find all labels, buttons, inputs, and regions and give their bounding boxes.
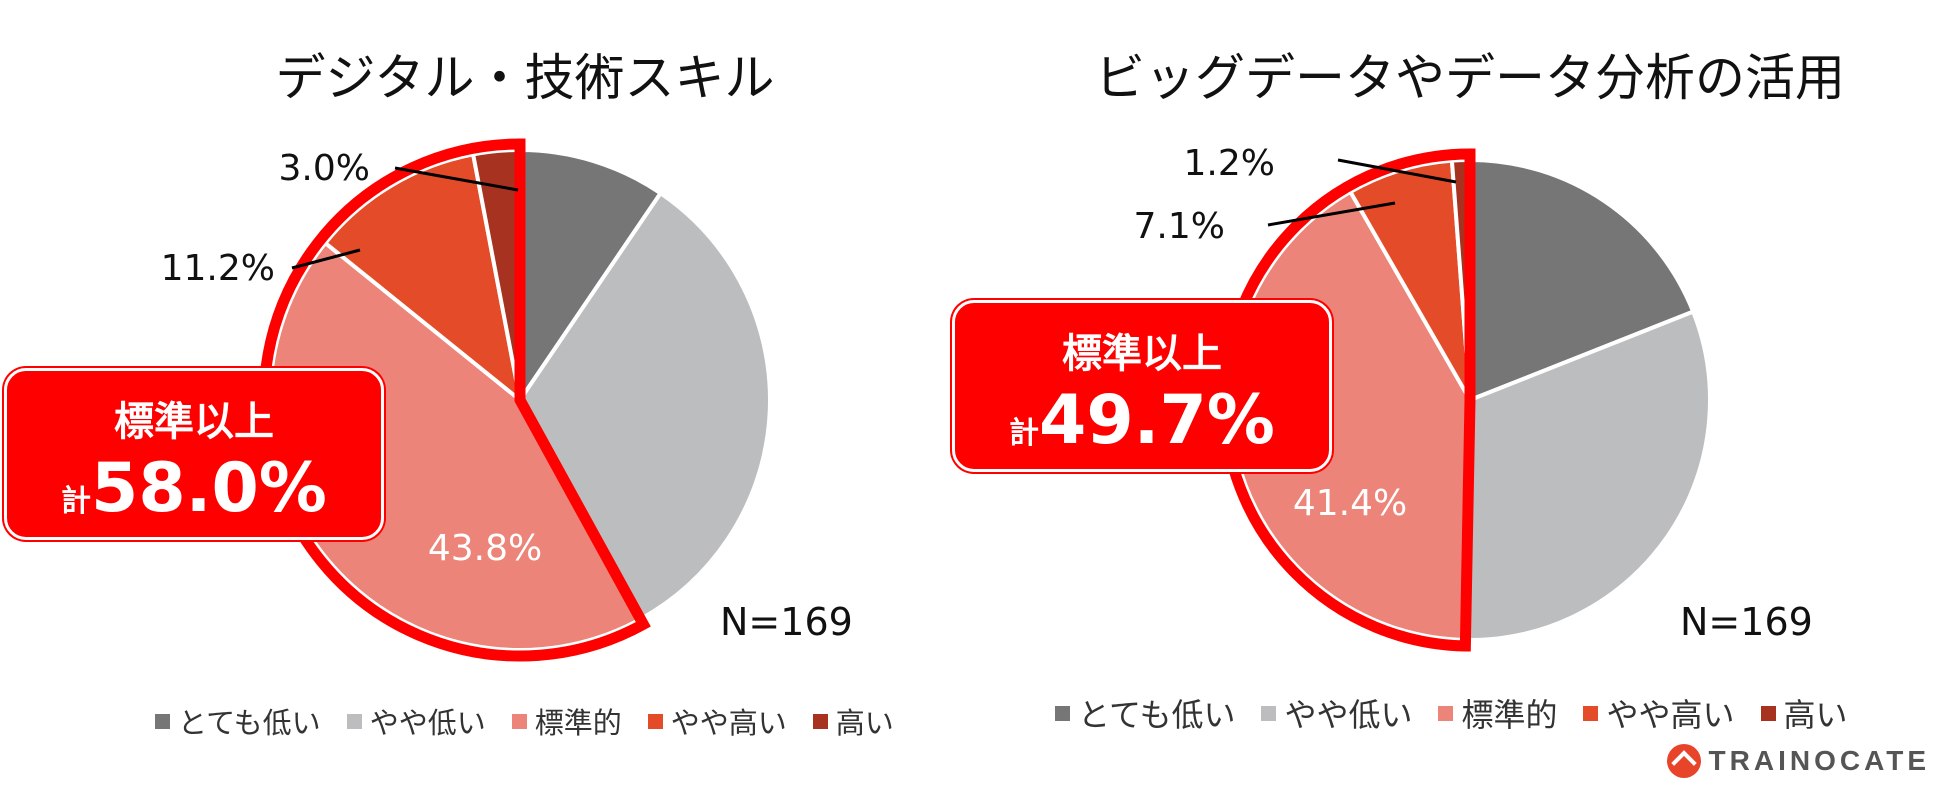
legend-item-standard: 標準的 xyxy=(1438,690,1557,736)
legend-swatch xyxy=(1583,705,1599,721)
legend-item-very-low: とても低い xyxy=(155,700,321,742)
leader-line xyxy=(1337,158,1457,184)
legend-swatch xyxy=(812,713,828,729)
legend-swatch xyxy=(1438,705,1454,721)
legend-right: とても低い やや低い 標準的 やや高い 高い xyxy=(1055,690,1874,736)
legend-label: やや低い xyxy=(369,706,486,740)
legend-swatch xyxy=(155,713,170,729)
legend-label: 標準的 xyxy=(534,706,622,740)
legend-item-very-high: 高い xyxy=(1760,690,1848,736)
legend-label: とても低い xyxy=(1078,696,1236,734)
data-label-standard: 41.4% xyxy=(1293,483,1407,524)
leader-line xyxy=(291,248,361,270)
data-label-high: 7.1% xyxy=(1134,206,1225,247)
legend-item-standard: 標準的 xyxy=(511,700,622,742)
legend-item-low: やや低い xyxy=(346,700,486,742)
pie-slice-standard xyxy=(268,240,644,652)
legend-left: とても低い やや低い 標準的 やや高い 高い xyxy=(155,700,920,742)
legend-item-high: やや高い xyxy=(1583,690,1735,736)
data-label-very-high: 1.2% xyxy=(1184,143,1275,184)
legend-swatch xyxy=(647,713,663,729)
logo-text: TRAINOCATE xyxy=(1708,745,1930,776)
legend-swatch xyxy=(1261,705,1277,721)
legend-swatch xyxy=(346,713,362,729)
callout-prefix: 計 xyxy=(1009,416,1040,451)
legend-item-very-low: とても低い xyxy=(1055,690,1235,736)
logo-mark-icon xyxy=(1666,744,1701,778)
callout-left: 標準以上 計58.0% xyxy=(4,368,384,540)
legend-label: 高い xyxy=(1783,696,1848,734)
callout-heading: 標準以上 xyxy=(1062,331,1222,377)
leader-line xyxy=(1267,201,1396,227)
legend-label: やや高い xyxy=(670,706,787,740)
callout-value: 58.0% xyxy=(91,449,327,528)
pie-slice-very-low xyxy=(1468,157,1696,403)
legend-label: やや低い xyxy=(1284,696,1413,734)
pie-slice-low xyxy=(1463,309,1713,642)
sample-size-left: N=169 xyxy=(720,600,853,644)
callout-value: 49.7% xyxy=(1039,381,1275,460)
sample-size-right: N=169 xyxy=(1680,600,1813,644)
leader-line xyxy=(394,166,519,192)
pie-slice-high xyxy=(322,152,523,405)
legend-item-very-high: 高い xyxy=(812,700,894,742)
callout-prefix: 計 xyxy=(61,484,92,519)
legend-label: 標準的 xyxy=(1461,696,1558,734)
data-label-very-high: 3.0% xyxy=(279,148,370,189)
data-label-standard: 43.8% xyxy=(428,528,542,569)
legend-swatch xyxy=(1760,705,1776,721)
callout-heading: 標準以上 xyxy=(114,399,274,445)
chart-title-left: デジタル・技術スキル xyxy=(275,49,775,107)
callout-right: 標準以上 計49.7% xyxy=(952,300,1332,472)
legend-item-high: やや高い xyxy=(647,700,787,742)
legend-label: 高い xyxy=(835,706,894,740)
trainocate-logo: TRAINOCATE xyxy=(1666,744,1930,778)
legend-label: やや高い xyxy=(1606,696,1735,734)
pie-slice-very-low xyxy=(518,147,664,407)
legend-swatch xyxy=(1055,705,1070,721)
legend-swatch xyxy=(511,713,527,729)
data-label-high: 11.2% xyxy=(161,248,275,289)
legend-item-low: やや低い xyxy=(1261,690,1412,736)
chart-title-right: ビッグデータやデータ分析の活用 xyxy=(1095,49,1845,107)
legend-label: とても低い xyxy=(178,706,321,740)
